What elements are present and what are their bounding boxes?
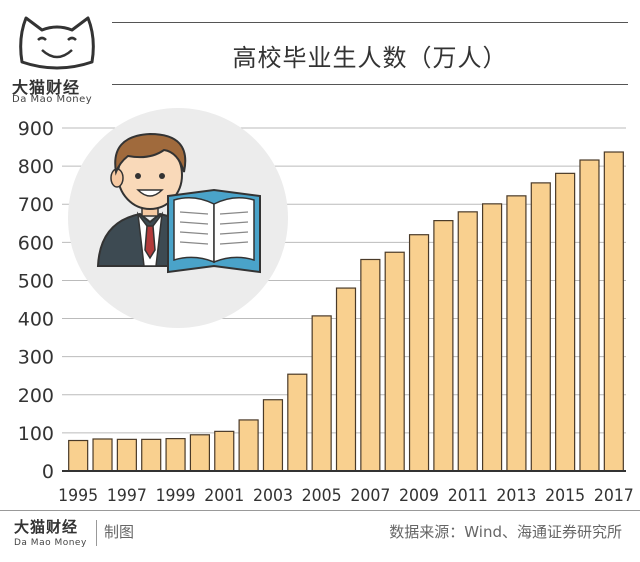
- y-tick-label: 800: [18, 156, 54, 178]
- x-axis-ticks: 1995 1997 1999 2001 2003 2005 2007 2009 2011 2013…: [58, 486, 634, 506]
- y-tick-label: 100: [18, 423, 54, 445]
- bar-1996: [92, 438, 113, 472]
- cat-logo-icon: [19, 16, 95, 70]
- x-tick-label: 2017: [594, 486, 634, 506]
- x-tick-label: 2015: [545, 486, 585, 506]
- title-rule-bottom: [112, 84, 628, 85]
- chart-title: 高校毕业生人数（万人）: [232, 44, 508, 72]
- made-by-label: 制图: [104, 523, 135, 541]
- y-axis-ticks: 0 100 200 300 400 500 600 700 800 900: [18, 118, 54, 483]
- bar-2004: [287, 373, 308, 472]
- bar-2017: [603, 151, 624, 472]
- x-tick-label: 2005: [302, 486, 342, 506]
- bar-2002: [238, 419, 259, 472]
- bar-2011: [457, 211, 478, 472]
- bar-2012: [481, 203, 503, 472]
- bar-1997: [116, 438, 137, 472]
- bar-1998: [141, 438, 162, 472]
- x-tick-label: 2013: [496, 486, 536, 506]
- brand-name-cn: 大猫财经: [12, 78, 81, 97]
- bar-2008: [384, 251, 405, 472]
- bar-2016: [579, 159, 600, 472]
- x-tick-label: 2011: [448, 486, 488, 506]
- data-source: 数据来源：Wind、海通证券研究所: [389, 523, 622, 541]
- bar-2001: [214, 430, 235, 472]
- x-tick-label: 2009: [399, 486, 439, 506]
- bar-2000: [189, 434, 211, 472]
- x-tick-label: 1997: [107, 486, 147, 506]
- x-tick-label: 1995: [58, 486, 98, 506]
- x-tick-label: 2003: [253, 486, 293, 506]
- bar-1999: [165, 438, 186, 472]
- x-tick-label: 2001: [204, 486, 244, 506]
- bar-2005: [311, 315, 332, 472]
- y-tick-label: 200: [18, 385, 54, 407]
- bar-2003: [262, 399, 284, 472]
- footer-brand-cn: 大猫财经: [14, 518, 79, 536]
- y-tick-label: 600: [18, 232, 54, 254]
- title-rule-top: [112, 22, 628, 23]
- y-tick-label: 400: [18, 309, 54, 331]
- graduate-reading-book-icon: [68, 108, 288, 328]
- footer-rule: [0, 510, 640, 511]
- bar-2006: [335, 287, 357, 472]
- bar-2013: [506, 195, 527, 472]
- bar-2009: [408, 234, 430, 472]
- x-tick-label: 2007: [350, 486, 390, 506]
- brand-name-en: Da Mao Money: [12, 94, 93, 105]
- y-tick-label: 900: [18, 118, 54, 140]
- bar-2010: [433, 220, 454, 472]
- footer-brand-en: Da Mao Money: [14, 538, 87, 548]
- brand-logo: 大猫财经 Da Mao Money: [12, 10, 102, 105]
- footer-brand: 大猫财经 Da Mao Money: [14, 516, 87, 548]
- y-tick-label: 300: [18, 347, 54, 369]
- bar-2014: [530, 182, 551, 472]
- y-tick-label: 500: [18, 270, 54, 292]
- footer-divider: [96, 520, 97, 546]
- bar-2007: [360, 258, 381, 472]
- bar-1995: [68, 439, 89, 472]
- y-tick-label: 700: [18, 194, 54, 216]
- x-tick-label: 1999: [156, 486, 196, 506]
- y-tick-label: 0: [42, 461, 54, 483]
- bar-2015: [555, 172, 576, 472]
- bars: [68, 151, 624, 472]
